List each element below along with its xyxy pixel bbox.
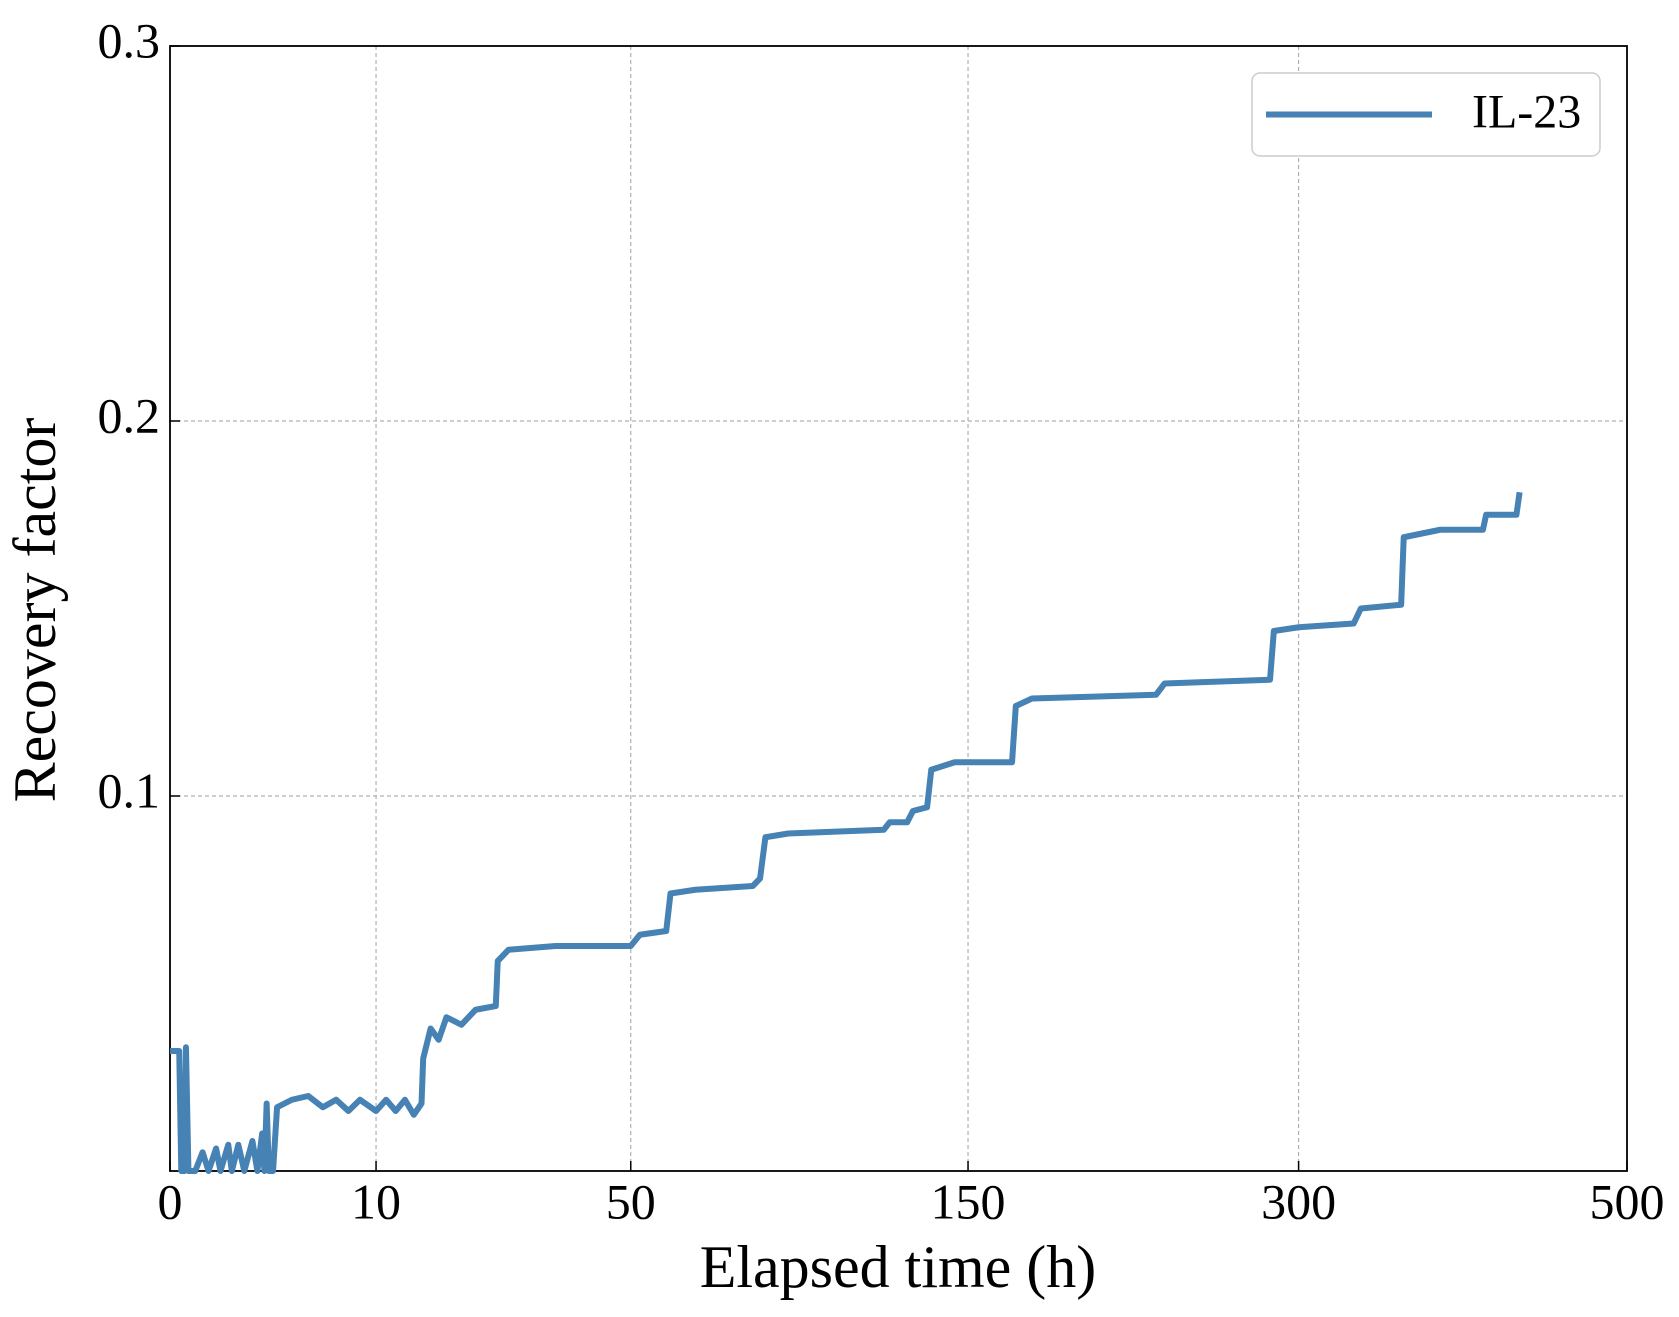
y-axis-label: Recovery factor: [2, 418, 68, 803]
data-line: [170, 491, 1523, 1174]
y-tick-label: 0.1: [98, 762, 161, 818]
x-axis-label: Elapsed time (h): [700, 1234, 1097, 1300]
plot-frame: [169, 45, 1628, 1172]
y-tick-label: 0.2: [98, 387, 161, 443]
legend-label: IL-23: [1472, 86, 1581, 139]
x-tick-label: 500: [1590, 1173, 1665, 1229]
x-tick-label: 50: [606, 1173, 656, 1229]
x-tick-label: 0: [158, 1173, 183, 1229]
x-tick-label: 150: [931, 1173, 1006, 1229]
x-tick-label: 10: [351, 1173, 401, 1229]
x-tick-label: 300: [1261, 1173, 1336, 1229]
y-tick-label: 0.3: [98, 12, 161, 68]
